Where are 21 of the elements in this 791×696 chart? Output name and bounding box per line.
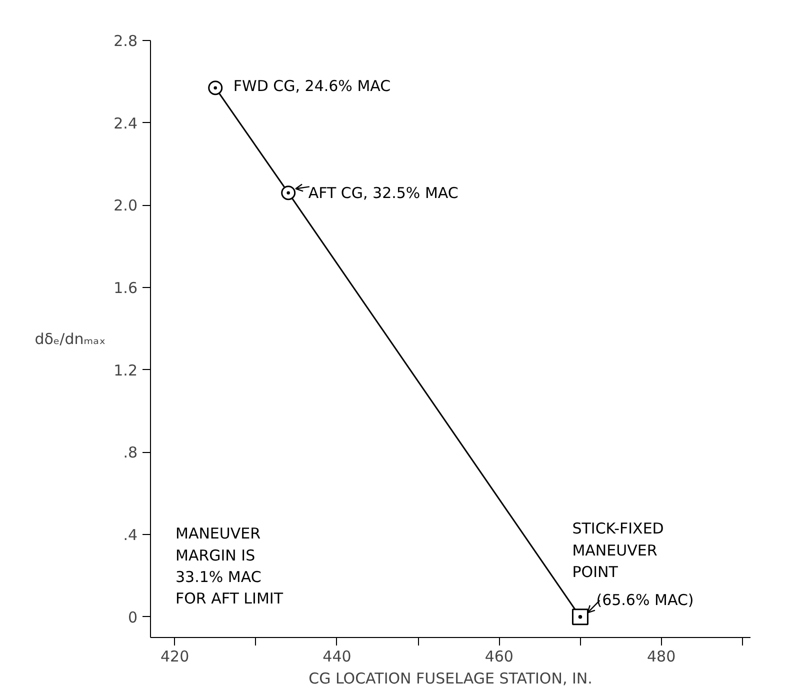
point — [281, 186, 296, 200]
annotation: (65.6% MAC) — [596, 590, 694, 609]
y-tick-label: 2.4 — [114, 114, 138, 132]
y-tick-label: 1.6 — [114, 279, 138, 298]
x-tick-label: 460 — [484, 648, 514, 666]
annotation: FWD CG, 24.6% MAC — [233, 76, 391, 95]
x-tick-label: 440 — [322, 648, 352, 666]
y-tick-label: 1.2 — [114, 361, 138, 380]
y-tick-label: .4 — [123, 526, 138, 544]
annotation: AFT CG, 32.5% MAC — [308, 184, 458, 202]
x-tick-label: 480 — [646, 648, 676, 666]
annotation: STICK-FIXED MANEUVER POINT — [572, 520, 664, 581]
x-axis-title: CG LOCATION FUSELAGE STATION, IN. — [308, 670, 592, 688]
y-tick-label: .8 — [123, 444, 138, 462]
y-tick-label: 2.0 — [114, 196, 138, 215]
y-tick-label: 2.8 — [114, 32, 138, 50]
y-axis-title: dδₑ/dnₘₐₓ — [34, 330, 106, 348]
point — [208, 80, 223, 96]
x-tick-label: 420 — [160, 648, 190, 666]
y-tick-label: 0 — [128, 608, 138, 626]
annotation: MANEUVER MARGIN IS 33.1% MAC FOR AFT LIMIT — [176, 524, 284, 608]
